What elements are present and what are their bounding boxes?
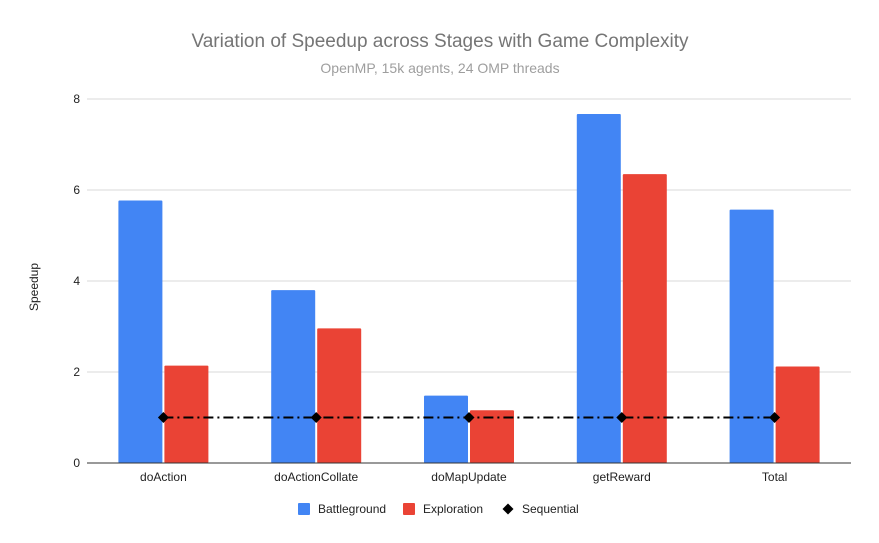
legend-swatch-exploration	[403, 503, 415, 515]
bar-battleground-doAction	[118, 200, 163, 463]
sequential-series	[157, 412, 781, 423]
sequential-marker-doMapUpdate	[463, 412, 475, 423]
legend-label-battleground: Battleground	[318, 502, 386, 516]
bar-exploration-doActionCollate	[317, 328, 362, 463]
legend-swatch-battleground	[298, 503, 310, 515]
gridlines	[87, 98, 851, 373]
bar-battleground-Total	[729, 209, 774, 463]
y-tick-label: 0	[73, 456, 80, 470]
x-tick-label: getReward	[593, 470, 651, 484]
sequential-marker-doActionCollate	[310, 412, 322, 423]
y-tick-label: 8	[73, 92, 80, 106]
chart-subtitle: OpenMP, 15k agents, 24 OMP threads	[320, 60, 559, 76]
bar-exploration-Total	[775, 366, 820, 463]
y-axis-label: Speedup	[27, 263, 41, 311]
chart-title: Variation of Speedup across Stages with …	[191, 31, 689, 52]
sequential-marker-getReward	[616, 412, 628, 423]
y-tick-label: 4	[73, 274, 80, 288]
sequential-marker-Total	[769, 412, 781, 423]
x-tick-label: Total	[762, 470, 787, 484]
x-tick-label: doActionCollate	[274, 470, 358, 484]
bar-exploration-doMapUpdate	[470, 410, 514, 463]
sequential-marker-doAction	[157, 412, 169, 423]
bar-battleground-doActionCollate	[271, 290, 316, 463]
y-tick-label: 2	[73, 365, 80, 379]
bar-battleground-doMapUpdate	[424, 395, 468, 463]
bar-exploration-getReward	[622, 174, 667, 463]
bars	[118, 114, 820, 463]
bar-battleground-getReward	[576, 114, 621, 463]
bar-exploration-doAction	[164, 365, 209, 463]
legend: Battleground Exploration Sequential	[298, 502, 579, 516]
legend-swatch-sequential	[502, 503, 514, 515]
legend-label-sequential: Sequential	[522, 502, 579, 516]
legend-label-exploration: Exploration	[423, 502, 483, 516]
x-tick-label: doMapUpdate	[431, 470, 507, 484]
axes: 0 2 4 6 8 doAction doActionCollate doMapUpdate g…	[73, 92, 851, 484]
x-tick-label: doAction	[140, 470, 187, 484]
y-tick-label: 6	[73, 183, 80, 197]
